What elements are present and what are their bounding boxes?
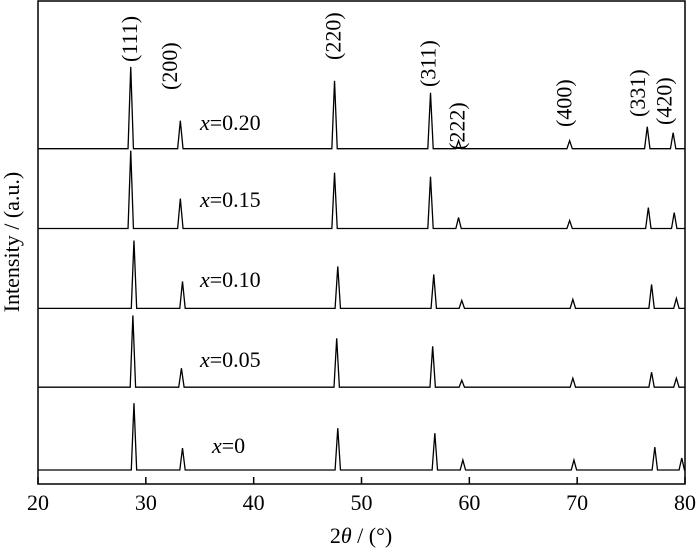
peak-label: (420) bbox=[652, 77, 677, 125]
y-axis-label: Intensity / (a.u.) bbox=[0, 172, 24, 313]
series-label: x=0 bbox=[211, 433, 245, 458]
x-tick-label: 40 bbox=[243, 490, 265, 515]
peak-label: (331) bbox=[625, 69, 650, 117]
series-label: x=0.15 bbox=[199, 187, 261, 212]
plot-frame bbox=[37, 0, 686, 485]
xrd-pattern bbox=[38, 403, 686, 471]
xrd-pattern bbox=[38, 150, 685, 230]
peak-label: (222) bbox=[445, 102, 470, 150]
x-axis-label: 2θ / (°) bbox=[330, 523, 392, 548]
x-tick-label: 70 bbox=[566, 490, 588, 515]
series-label: x=0.20 bbox=[199, 110, 261, 135]
peak-label: (311) bbox=[416, 40, 441, 87]
x-tick-label: 80 bbox=[674, 490, 696, 515]
series-label: x=0.05 bbox=[199, 347, 261, 372]
peak-label: (400) bbox=[551, 79, 576, 127]
x-tick-label: 60 bbox=[458, 490, 480, 515]
peak-label: (111) bbox=[117, 16, 142, 62]
peak-label: (200) bbox=[157, 42, 182, 90]
x-tick-label: 20 bbox=[27, 490, 49, 515]
xrd-pattern bbox=[38, 315, 685, 388]
x-tick-label: 30 bbox=[135, 490, 157, 515]
xrd-pattern bbox=[38, 240, 685, 310]
peak-label: (220) bbox=[321, 12, 346, 60]
xrd-pattern bbox=[38, 66, 685, 150]
series-label: x=0.10 bbox=[199, 267, 261, 292]
x-tick-label: 50 bbox=[351, 490, 373, 515]
